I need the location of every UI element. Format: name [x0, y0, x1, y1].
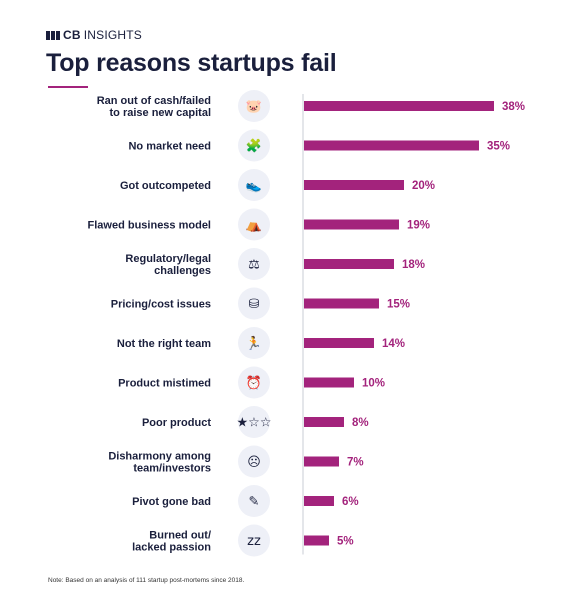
bar-row: Not the right team 🏃 14%: [117, 327, 405, 359]
value-label: 5%: [337, 536, 354, 548]
bar-row: Burned out/lacked passion zz 5%: [132, 524, 354, 557]
category-label: Disharmony among: [108, 451, 211, 463]
category-label: Product mistimed: [118, 378, 211, 390]
value-label: 10%: [362, 378, 385, 390]
bar: [304, 417, 344, 427]
head-hand-icon-glyph: ☹: [247, 455, 261, 470]
brand-name-rest: INSIGHTS: [83, 28, 143, 42]
value-label: 35%: [487, 141, 510, 153]
title-underline: [48, 86, 88, 88]
puzzle-icon: [238, 129, 270, 162]
category-label: Ran out of cash/failed: [97, 95, 211, 107]
bar-row: Flawed business model ⛺ 19%: [88, 208, 430, 241]
bar: [304, 259, 394, 269]
value-label: 6%: [342, 496, 359, 508]
alarm-clock-icon-glyph: ⏰: [246, 374, 262, 391]
category-label: Got outcompeted: [120, 180, 211, 192]
gavel-icon: [238, 248, 270, 280]
bar: [304, 496, 334, 506]
value-label: 18%: [402, 259, 425, 271]
sleep-zzz-icon: [238, 524, 270, 557]
running-person-icon: [238, 327, 270, 359]
bar-row: Got outcompeted 👟 20%: [120, 169, 435, 201]
category-label: lacked passion: [132, 542, 211, 554]
value-label: 7%: [347, 457, 364, 469]
value-label: 15%: [387, 299, 410, 311]
piggy-bank-hammer-icon: [238, 90, 270, 122]
coin-stack-icon: [238, 287, 270, 320]
head-hand-icon: [238, 445, 270, 478]
bar: [304, 377, 354, 388]
category-label: No market need: [128, 141, 211, 153]
bar: [304, 456, 339, 467]
brand-mark-icon: [46, 30, 60, 40]
bar-row: Pricing/cost issues ⛁ 15%: [111, 287, 410, 320]
bar-row: Product mistimed ⏰ 10%: [118, 366, 385, 399]
category-label: Flawed business model: [88, 220, 211, 232]
category-label: team/investors: [133, 463, 211, 475]
value-label: 14%: [382, 338, 405, 350]
category-label: Regulatory/legal: [125, 253, 211, 265]
bar-row: Pivot gone bad ✎ 6%: [132, 485, 359, 517]
coin-stack-icon-glyph: ⛁: [249, 297, 260, 312]
tent-icon: [238, 208, 270, 241]
bar: [304, 219, 399, 230]
page-title: Top reasons startups fail: [46, 49, 337, 77]
tent-icon-glyph: ⛺: [246, 218, 262, 233]
bar: [304, 535, 329, 546]
stars-rating-icon: [238, 406, 270, 438]
category-label: to raise new capital: [110, 107, 211, 119]
category-label: challenges: [154, 265, 211, 277]
bar-row: Poor product ★☆☆ 8%: [142, 406, 369, 438]
stars-rating-icon-glyph: ★☆☆: [237, 416, 272, 431]
value-label: 8%: [352, 417, 369, 429]
running-person-icon-glyph: 🏃: [246, 336, 262, 352]
brand-logo: CB INSIGHTS: [46, 28, 142, 42]
category-label: Poor product: [142, 417, 211, 429]
sleep-zzz-icon-glyph: zz: [247, 534, 261, 549]
bar: [304, 338, 374, 348]
category-label: Not the right team: [117, 338, 211, 350]
piggy-bank-hammer-icon-glyph: 🐷: [246, 100, 262, 115]
category-label: Burned out/: [149, 530, 211, 542]
running-shoe-icon: [238, 169, 270, 201]
bar: [304, 140, 479, 151]
alarm-clock-icon: [238, 366, 270, 399]
brand-name-bold: CB: [63, 28, 81, 42]
bar: [304, 298, 379, 309]
value-label: 20%: [412, 180, 435, 192]
value-label: 38%: [502, 101, 525, 113]
gavel-icon-glyph: ⚖: [248, 258, 260, 273]
bar-row: No market need 🧩 35%: [128, 129, 510, 162]
bar: [304, 101, 494, 111]
puzzle-icon-glyph: 🧩: [246, 138, 262, 154]
category-label: Pricing/cost issues: [111, 299, 211, 311]
bar: [304, 180, 404, 190]
feather-pen-icon: [238, 485, 270, 517]
value-label: 19%: [407, 220, 430, 232]
footnote: Note: Based on an analysis of 111 startu…: [48, 577, 245, 584]
running-shoe-icon-glyph: 👟: [246, 179, 262, 194]
category-label: Pivot gone bad: [132, 496, 211, 508]
feather-pen-icon-glyph: ✎: [249, 495, 260, 510]
